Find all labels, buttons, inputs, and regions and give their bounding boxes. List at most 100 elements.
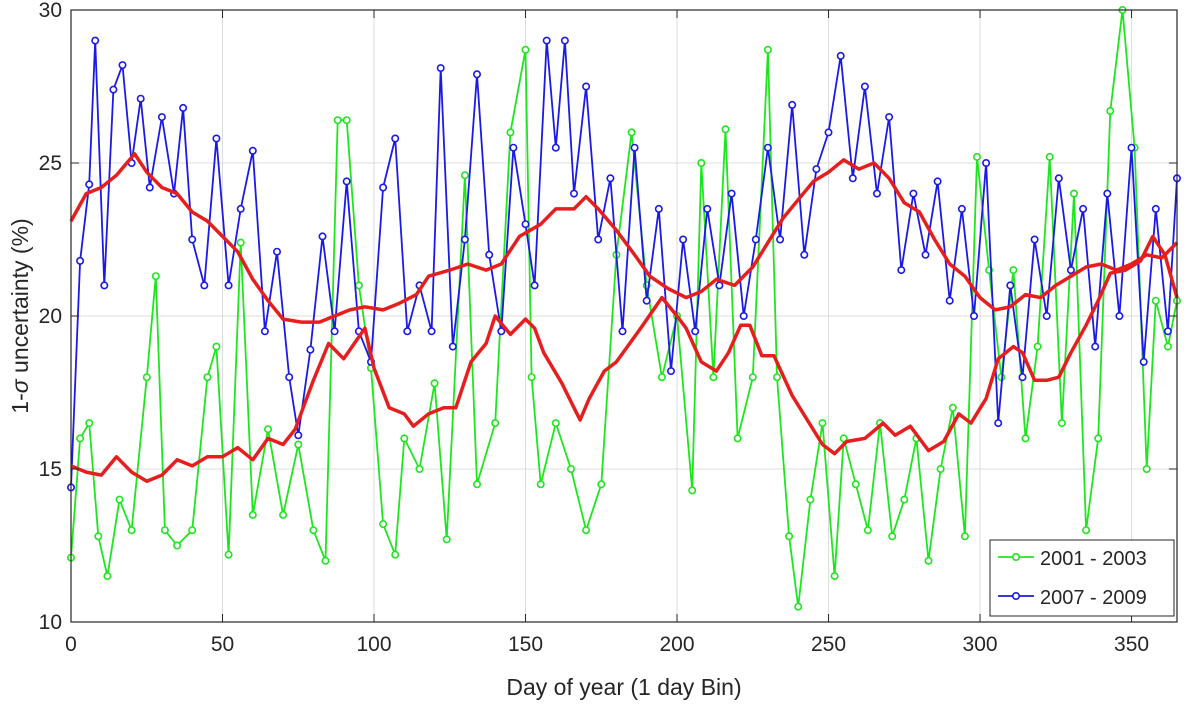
data-point — [309, 526, 318, 535]
data-point — [900, 495, 909, 504]
data-point — [294, 431, 303, 440]
data-point — [1045, 152, 1054, 161]
data-point — [400, 434, 409, 443]
data-point — [642, 296, 651, 305]
data-point — [285, 373, 294, 382]
data-point — [957, 204, 966, 213]
series-smoothed-2 — [70, 234, 1179, 483]
data-point — [1139, 357, 1148, 366]
data-point — [485, 250, 494, 259]
data-point — [145, 183, 154, 192]
data-point — [785, 532, 794, 541]
data-point — [688, 486, 697, 495]
data-point — [721, 125, 730, 134]
data-point — [824, 128, 833, 137]
data-point — [521, 45, 530, 54]
data-point — [179, 103, 188, 112]
data-point — [806, 495, 815, 504]
data-point — [472, 70, 481, 79]
data-point — [715, 281, 724, 290]
legend-label: 2007 - 2009 — [1040, 587, 1147, 609]
data-point — [748, 373, 757, 382]
data-point — [709, 373, 718, 382]
x-tick-label: 250 — [811, 633, 846, 656]
data-point — [818, 419, 827, 428]
data-point — [1070, 189, 1079, 198]
data-point — [703, 204, 712, 213]
data-point — [212, 134, 221, 143]
data-point — [627, 128, 636, 137]
legend-entry-2007-2009: 2007 - 2009 — [998, 587, 1147, 609]
data-point — [733, 434, 742, 443]
data-point — [272, 247, 281, 256]
y-axis-label-part: uncertainty (%) — [7, 218, 33, 379]
data-point — [436, 64, 445, 73]
data-point — [1151, 296, 1160, 305]
data-point — [1106, 107, 1115, 116]
data-point — [657, 373, 666, 382]
data-point — [321, 556, 330, 565]
data-point — [679, 235, 688, 244]
data-point — [812, 165, 821, 174]
data-point — [263, 425, 272, 434]
legend: 2001 - 2003 2007 - 2009 — [989, 539, 1175, 617]
data-point — [948, 403, 957, 412]
series-layer — [67, 6, 1182, 611]
data-point — [536, 480, 545, 489]
data-point — [103, 572, 112, 581]
data-point — [1033, 342, 1042, 351]
data-point — [1091, 342, 1100, 351]
x-axis-label: Day of year (1 day Bin) — [506, 674, 741, 700]
data-point — [151, 272, 160, 281]
data-point — [851, 480, 860, 489]
data-point — [1103, 189, 1112, 198]
data-point — [94, 532, 103, 541]
series-line — [70, 234, 1179, 483]
data-point — [342, 116, 351, 125]
data-point — [76, 256, 85, 265]
data-point — [863, 526, 872, 535]
data-point — [203, 373, 212, 382]
data-point — [224, 550, 233, 559]
data-point — [542, 36, 551, 45]
data-point — [836, 51, 845, 60]
data-point — [248, 510, 257, 519]
data-point — [960, 532, 969, 541]
data-point — [279, 510, 288, 519]
data-point — [945, 296, 954, 305]
data-point — [936, 464, 945, 473]
data-point — [379, 183, 388, 192]
data-point — [460, 171, 469, 180]
data-point — [342, 177, 351, 186]
series-line — [69, 152, 1179, 324]
y-tick-label: 30 — [39, 0, 62, 22]
data-point — [566, 464, 575, 473]
series-smoothed-3 — [69, 152, 1179, 324]
data-point — [173, 541, 182, 550]
data-point — [1082, 526, 1091, 535]
data-point — [85, 419, 94, 428]
data-point — [909, 189, 918, 198]
data-point — [800, 250, 809, 259]
data-point — [530, 281, 539, 290]
data-point — [1163, 327, 1172, 336]
data-point — [888, 532, 897, 541]
data-point — [885, 113, 894, 122]
data-point — [630, 143, 639, 152]
data-point — [763, 143, 772, 152]
legend-entry-2001-2003: 2001 - 2003 — [998, 548, 1147, 570]
data-point — [1066, 266, 1075, 275]
data-point — [224, 281, 233, 290]
data-point — [236, 204, 245, 213]
data-point — [921, 250, 930, 259]
data-point — [212, 342, 221, 351]
data-point — [654, 204, 663, 213]
data-point — [160, 526, 169, 535]
data-point — [236, 238, 245, 247]
data-point — [969, 311, 978, 320]
data-point — [118, 61, 127, 70]
legend-swatch-marker — [1011, 591, 1020, 600]
ticks — [70, 9, 1177, 623]
data-point — [872, 189, 881, 198]
